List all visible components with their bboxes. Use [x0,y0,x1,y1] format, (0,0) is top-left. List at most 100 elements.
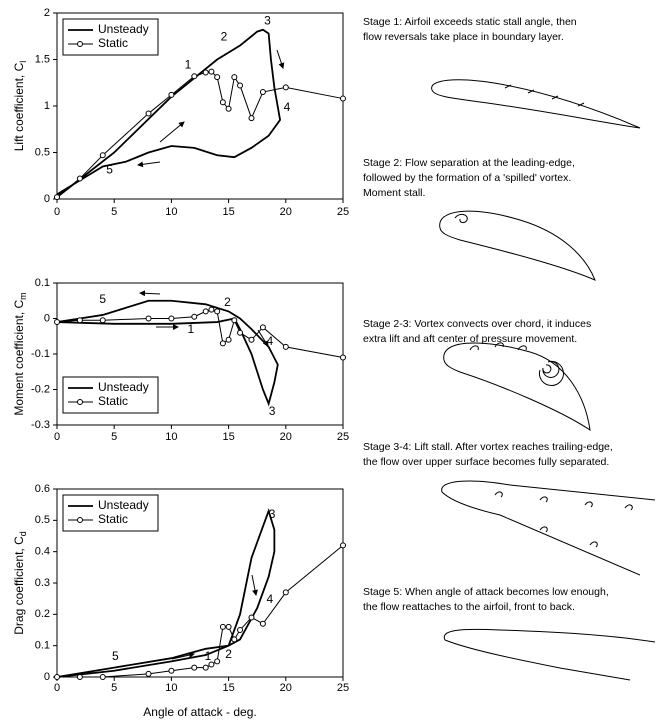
x-tick-label: 20 [280,206,292,218]
data-point [259,324,266,331]
data-point [231,317,238,324]
y-tick-label: 0.3 [35,577,50,589]
x-tick-label: 5 [111,206,117,218]
series-line [56,508,276,678]
data-point [219,623,226,630]
y-tick-label: 0.5 [35,514,50,526]
x-tick-label: 5 [111,431,117,443]
annotation: 5 [112,649,119,663]
data-point [340,354,346,361]
annotation: 1 [188,322,195,336]
x-tick-label: 10 [165,682,177,694]
x-tick-label: 0 [54,682,60,694]
y-tick-label: -0.2 [31,383,50,395]
series-line [56,71,344,198]
annotation: 1 [205,649,212,663]
y-tick-label: 0.4 [35,546,50,558]
data-point [76,317,83,324]
data-point [202,664,209,671]
annotation: 3 [269,404,276,418]
x-tick-label: 10 [165,206,177,218]
annotation: 2 [221,29,228,43]
series-line [56,299,279,407]
legend-label: Unsteady [98,380,149,394]
x-tick-label: 20 [280,431,292,443]
data-point [202,308,209,315]
y-tick-label: 0 [44,193,50,205]
data-point [231,74,238,81]
data-point [202,69,209,76]
data-point [231,636,238,643]
data-point [99,317,106,324]
data-point [54,674,60,680]
legend-box [62,376,159,414]
x-tick-label: 20 [280,682,292,694]
data-point [145,670,152,677]
data-point [168,91,175,98]
data-point [214,74,221,81]
x-tick-label: 25 [337,206,349,218]
legend-marker [77,399,83,405]
x-tick-label: 10 [165,431,177,443]
y-axis-label-text: Lift coefficient, C [12,62,26,151]
stage-text: Stage 3-4: Lift stall. After vortex reac… [363,441,613,453]
annotation: 4 [284,100,291,114]
annotation: 3 [264,14,271,28]
annotation: 5 [106,162,113,176]
y-axis-label: Lift coefficient, Cl [12,61,28,152]
data-point [208,661,215,668]
annotation: 4 [266,334,273,348]
data-point [225,105,232,112]
x-tick-label: 15 [222,682,234,694]
annotation: 2 [225,647,232,661]
y-axis-label: Moment coefficient, Cm [12,292,28,415]
data-point [248,614,255,621]
y-tick-label: 0 [44,671,50,683]
data-point [191,664,198,671]
stage-text: Moment stall. [363,187,425,199]
data-point [76,175,83,182]
data-point [225,336,232,343]
data-point [248,115,255,122]
y-tick-label: 0.5 [35,146,50,158]
y-axis-label: Drag coefficient, Cd [12,531,28,635]
legend-label: Static [98,394,128,408]
series-line [56,309,344,359]
legend-label: Unsteady [98,22,149,36]
data-point [214,658,221,665]
x-tick-label: 0 [54,206,60,218]
annotation: 1 [185,57,192,71]
legend-box [62,494,159,532]
data-point [340,95,346,102]
stage-text: extra lift and aft center of pressure mo… [363,333,577,345]
stage-text: the flow reattaches to the airfoil, fron… [363,601,575,613]
series-line [56,28,282,198]
legend-marker [77,517,83,523]
data-point [145,110,152,117]
data-point [54,319,60,326]
y-tick-label: 1 [44,100,50,112]
data-point [99,152,106,159]
data-point [340,542,346,549]
data-point [145,315,152,322]
data-point [191,313,198,320]
y-tick-label: -0.1 [31,348,50,360]
y-tick-label: 0.2 [35,608,50,620]
data-point [282,343,289,350]
stage-text: the flow over upper surface becomes full… [363,456,609,468]
x-tick-label: 25 [337,682,349,694]
y-axis-label-sub: m [18,292,28,300]
data-point [54,194,60,201]
x-tick-label: 5 [111,682,117,694]
stage-text: Stage 2-3: Vortex convects over chord, i… [363,318,591,330]
data-point [237,329,244,336]
x-axis-label: Angle of attack - deg. [143,705,256,719]
airfoil-sketches [431,79,656,681]
y-axis-label-text: Drag coefficient, C [12,536,26,635]
data-point [225,623,232,630]
data-point [214,308,221,315]
data-point [237,627,244,633]
annotation: 3 [269,507,276,521]
y-tick-label: 0.1 [35,640,50,652]
